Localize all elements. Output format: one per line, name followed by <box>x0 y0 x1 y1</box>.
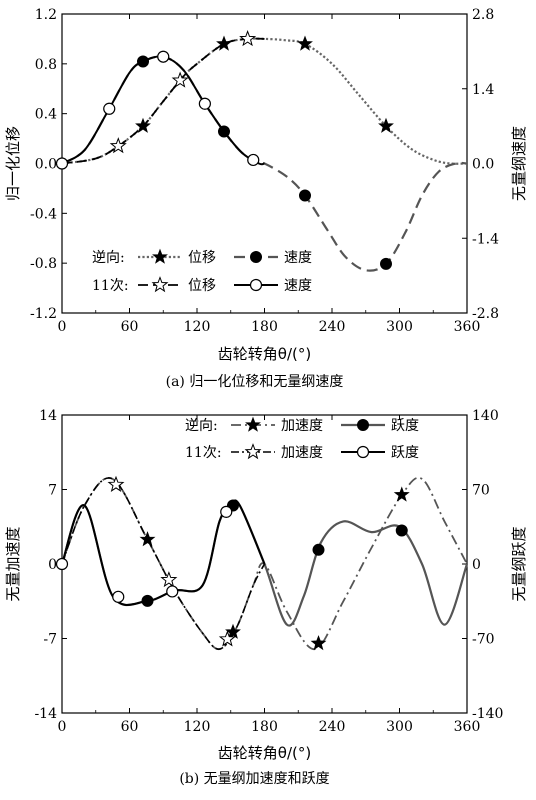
legend-prefix: 11次: <box>92 278 129 294</box>
y-tick-label: 0.0 <box>35 157 57 173</box>
y-right-tick-label: -1.4 <box>472 231 499 247</box>
data-point-3-0 <box>55 157 69 170</box>
series-line-2 <box>61 477 266 650</box>
legend-marker <box>151 276 169 293</box>
y-right-tick-label: 70 <box>472 483 490 499</box>
y-right-axis-label: 无量纲跃度 <box>510 526 528 601</box>
x-tick-label: 120 <box>184 319 211 335</box>
legend-prefix: 11次: <box>185 445 222 461</box>
data-point-2-2 <box>239 29 257 47</box>
x-tick-label: 120 <box>184 719 211 735</box>
y-tick-label: -0.8 <box>30 256 57 272</box>
x-tick-label: 240 <box>319 719 346 735</box>
legend-label: 速度 <box>284 278 312 294</box>
data-point-3-2 <box>157 50 170 63</box>
legend-label: 位移 <box>188 278 216 294</box>
legend-marker <box>249 278 263 292</box>
data-point-3-3 <box>220 505 233 518</box>
legend-marker <box>244 443 262 460</box>
data-point-2-0 <box>107 475 125 492</box>
legend-marker <box>357 419 369 431</box>
x-tick-label: 360 <box>454 719 481 735</box>
data-point-0-3 <box>393 486 410 502</box>
x-tick-label: 360 <box>454 319 481 335</box>
y-tick-label: -14 <box>34 706 57 722</box>
data-point-2-1 <box>171 71 189 88</box>
chart-a: 0 60 120 180 240 300 360 -1.2 -0.8 -0.4 0.0 0.4 0.8 1… <box>4 7 528 390</box>
legend-label: 加速度 <box>281 418 323 434</box>
data-point-2-1 <box>160 571 178 588</box>
series-line-2 <box>61 37 265 165</box>
legend-marker <box>245 416 261 432</box>
y-tick-label: -7 <box>43 632 57 648</box>
data-point-3-3 <box>198 97 211 110</box>
y-axis-label: 归一化位移 <box>4 126 22 201</box>
x-tick-label: 60 <box>121 719 139 735</box>
data-point-3-2 <box>166 585 179 598</box>
series-line-3 <box>61 499 266 606</box>
data-point-0-1 <box>216 35 232 51</box>
x-tick-label: 300 <box>386 719 413 735</box>
y-tick-label: 7 <box>48 483 57 499</box>
y-tick-label: 1.2 <box>35 7 57 23</box>
y-tick-label: 0.8 <box>35 57 57 73</box>
y-tick-label: 14 <box>39 408 57 424</box>
data-point-0-3 <box>378 117 394 133</box>
chart-b: 0 60 120 180 240 300 360-14-70714-140-70070140… <box>4 408 528 787</box>
data-point-3-4 <box>247 153 260 167</box>
y-right-tick-label: -70 <box>472 632 495 648</box>
x-tick-label: 180 <box>251 719 278 735</box>
chart-caption: (a) 归一化位移和无量纲速度 <box>166 373 344 390</box>
chart-caption: (b) 无量纲加速度和跃度 <box>179 771 329 787</box>
x-tick-label: 300 <box>386 319 413 335</box>
x-tick-label: 0 <box>58 719 67 735</box>
legend-label: 速度 <box>284 250 312 266</box>
y-right-tick-label: -140 <box>472 706 503 722</box>
data-point-1-3 <box>395 524 408 537</box>
x-axis-label: 齿轮转角θ/(°) <box>218 345 311 363</box>
legend-label: 加速度 <box>281 445 323 461</box>
data-point-3-1 <box>103 102 116 115</box>
data-point-3-1 <box>112 590 125 603</box>
data-point-1-3 <box>380 257 392 270</box>
x-tick-label: 240 <box>319 319 346 335</box>
data-point-2-0 <box>109 137 127 154</box>
y-axis-label: 无量加速度 <box>4 526 22 601</box>
y-right-tick-label: -2.8 <box>472 306 499 322</box>
data-point-1-2 <box>312 543 325 556</box>
legend-label: 跃度 <box>391 418 419 434</box>
y-right-tick-label: 140 <box>472 408 499 424</box>
y-tick-label: -1.2 <box>30 306 57 322</box>
y-right-tick-label: 2.8 <box>472 7 494 23</box>
y-right-tick-label: 1.4 <box>472 82 494 98</box>
x-axis-label: 齿轮转角θ/(°) <box>218 744 311 762</box>
y-tick-label: -0.4 <box>30 206 57 222</box>
legend-marker <box>250 251 262 263</box>
y-tick-label: 0 <box>48 557 57 573</box>
x-tick-label: 60 <box>121 319 139 335</box>
data-point-2-2 <box>218 630 236 647</box>
legend-label: 跃度 <box>391 445 419 461</box>
legend-prefix: 逆向: <box>92 250 125 266</box>
legend-marker <box>356 445 370 459</box>
y-tick-label: 0.4 <box>35 107 57 123</box>
legend-prefix: 逆向: <box>185 418 218 434</box>
x-tick-label: 0 <box>58 319 67 335</box>
y-right-axis-label: 无量纲速度 <box>510 126 528 201</box>
data-point-1-2 <box>299 189 311 202</box>
data-point-0-2 <box>297 35 313 51</box>
legend-label: 位移 <box>188 250 216 266</box>
y-right-tick-label: 0 <box>472 557 481 573</box>
data-point-0-0 <box>139 531 156 547</box>
legend-marker <box>152 248 168 264</box>
y-right-tick-label: 0.0 <box>472 157 494 173</box>
series-line-3 <box>61 55 265 166</box>
data-point-0-2 <box>310 635 327 651</box>
data-point-3-0 <box>55 557 69 571</box>
x-tick-label: 180 <box>251 319 278 335</box>
